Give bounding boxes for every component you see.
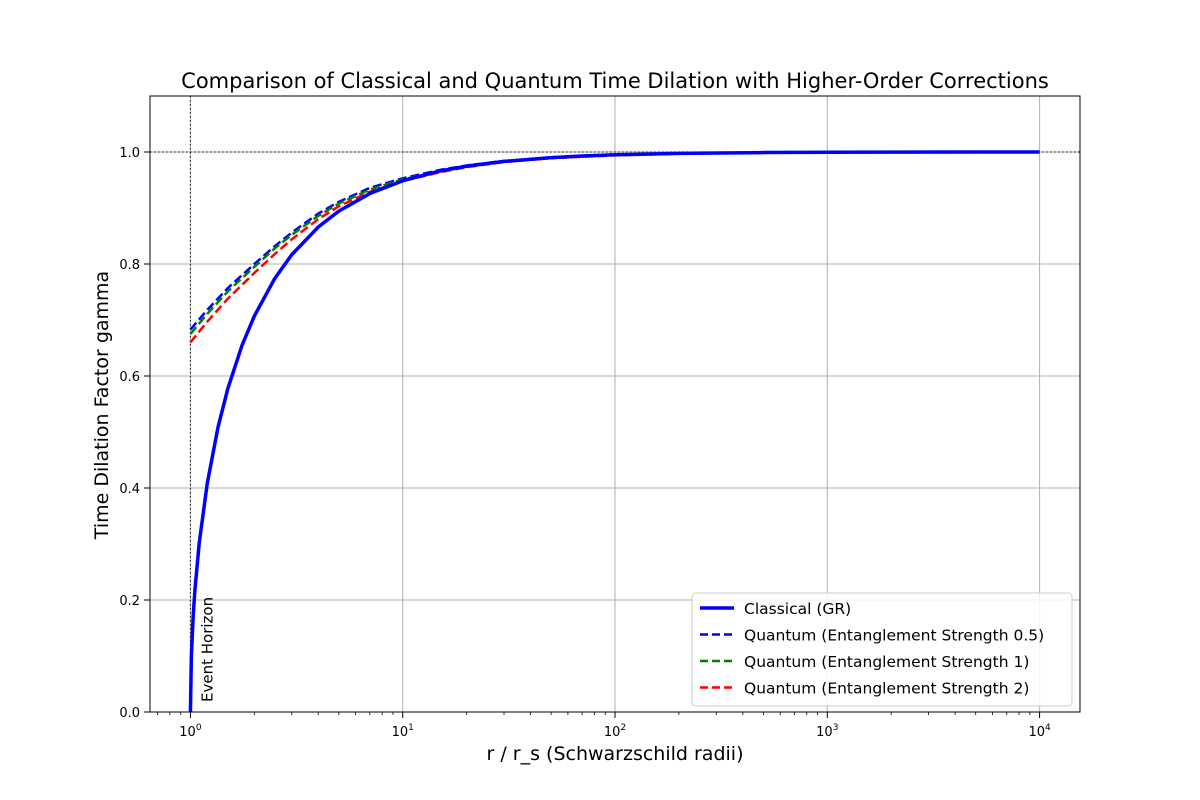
legend-entry-label: Classical (GR) bbox=[744, 600, 851, 618]
y-tick-label: 0.4 bbox=[119, 482, 140, 497]
legend-entry-label: Quantum (Entanglement Strength 2) bbox=[744, 680, 1029, 698]
x-tick-label: 100 bbox=[179, 723, 202, 740]
legend-box bbox=[691, 592, 1073, 707]
event-horizon-label: Event Horizon bbox=[198, 597, 216, 702]
x-tick-label: 101 bbox=[392, 723, 414, 740]
plot-area: Event Horizon bbox=[149, 95, 1081, 713]
series-layer bbox=[188, 150, 1040, 713]
y-tick-label: 0.2 bbox=[119, 594, 140, 609]
legend-entry-label: Quantum (Entanglement Strength 0.5) bbox=[744, 627, 1044, 645]
x-axis-label: r / r_s (Schwarzschild radii) bbox=[486, 743, 743, 765]
reference-lines-layer: Event Horizon bbox=[150, 96, 1080, 712]
y-tick-label: 0.8 bbox=[119, 258, 140, 273]
legend-entry-label: Quantum (Entanglement Strength 1) bbox=[744, 653, 1029, 671]
y-tick-label: 0.0 bbox=[119, 706, 140, 721]
x-tick-label: 103 bbox=[816, 723, 838, 740]
classical-series-line bbox=[188, 150, 1040, 713]
legend: Classical (GR) Quantum (Entanglement Stre… bbox=[691, 592, 1073, 707]
y-axis-ticks: 0.0 0.2 0.4 0.6 0.8 1.0 bbox=[119, 146, 150, 721]
y-axis-label: Time Dilation Factor gamma bbox=[91, 271, 113, 540]
y-tick-label: 1.0 bbox=[119, 146, 140, 161]
x-tick-label: 104 bbox=[1028, 723, 1051, 740]
y-tick-label: 0.6 bbox=[119, 370, 140, 385]
x-axis-ticks: 100 101 102 103 104 bbox=[157, 712, 1051, 740]
x-tick-label: 102 bbox=[604, 723, 626, 740]
chart-title: Comparison of Classical and Quantum Time… bbox=[181, 69, 1049, 93]
